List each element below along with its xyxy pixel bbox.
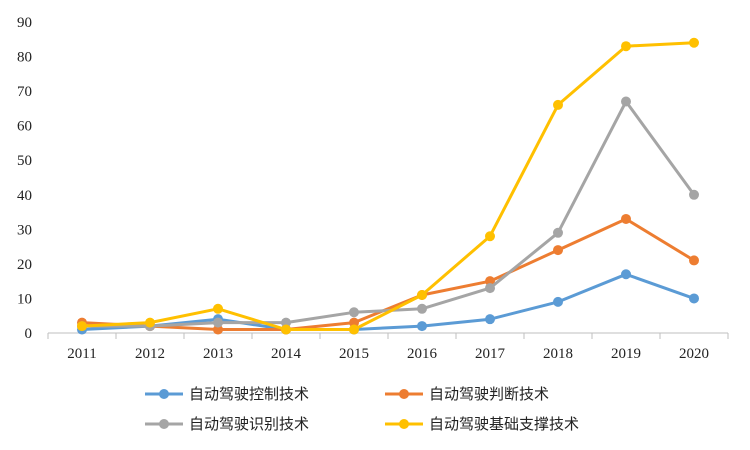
data-point — [417, 289, 427, 300]
legend-marker — [159, 389, 169, 399]
series-line — [80, 41, 696, 331]
legend-label: 自动驾驶控制技术 — [189, 385, 309, 403]
data-point — [349, 307, 359, 318]
legend-item: 自动驾驶控制技术 — [145, 385, 309, 403]
x-tick-label: 2011 — [67, 346, 96, 362]
data-point — [485, 276, 495, 287]
legend-item: 自动驾驶判断技术 — [385, 385, 549, 403]
legend-item: 自动驾驶识别技术 — [145, 415, 309, 433]
series-3 — [77, 96, 699, 332]
y-tick-label: 0 — [25, 326, 33, 342]
data-point — [553, 296, 563, 307]
data-point — [417, 321, 427, 332]
x-tick-label: 2020 — [679, 346, 709, 362]
data-point — [689, 189, 699, 200]
series-2 — [77, 213, 699, 335]
data-point — [689, 293, 699, 304]
data-point — [77, 321, 87, 332]
data-point — [553, 99, 563, 110]
y-tick-label: 70 — [17, 84, 32, 100]
x-tick-label: 2015 — [339, 346, 369, 362]
x-tick-label: 2012 — [135, 346, 165, 362]
data-point — [553, 245, 563, 256]
y-tick-label: 60 — [17, 119, 32, 135]
data-point — [281, 324, 291, 335]
y-tick-label: 40 — [17, 188, 32, 204]
data-point — [485, 283, 495, 294]
data-point — [621, 213, 631, 224]
series-line — [80, 217, 696, 331]
legend-marker — [159, 419, 169, 429]
data-point — [621, 96, 631, 107]
legend-label: 自动驾驶判断技术 — [429, 385, 549, 403]
series-4 — [77, 37, 699, 335]
data-point — [689, 37, 699, 48]
series-line — [80, 272, 696, 331]
y-tick-label: 10 — [17, 291, 32, 307]
legend-label: 自动驾驶基础支撑技术 — [429, 415, 579, 433]
data-point — [485, 314, 495, 325]
data-point — [145, 317, 155, 328]
data-point — [213, 324, 223, 335]
data-point — [621, 269, 631, 280]
y-tick-label: 20 — [17, 257, 32, 273]
legend-item: 自动驾驶基础支撑技术 — [385, 415, 579, 433]
y-tick-label: 90 — [17, 15, 32, 31]
data-point — [349, 317, 359, 328]
y-tick-label: 80 — [17, 50, 32, 66]
x-tick-label: 2017 — [475, 346, 506, 362]
data-point — [349, 324, 359, 335]
legend-marker — [399, 419, 409, 429]
legend-label: 自动驾驶识别技术 — [189, 415, 309, 433]
legend-marker — [399, 389, 409, 399]
data-point — [621, 41, 631, 52]
data-point — [281, 317, 291, 328]
data-point — [213, 303, 223, 314]
data-point — [689, 255, 699, 266]
data-point — [553, 227, 563, 238]
series-line — [80, 100, 696, 328]
y-tick-label: 30 — [17, 222, 32, 238]
x-tick-label: 2018 — [543, 346, 573, 362]
data-point — [213, 317, 223, 328]
x-tick-label: 2016 — [407, 346, 438, 362]
data-point — [417, 303, 427, 314]
x-tick-label: 2013 — [203, 346, 233, 362]
axes: 2011 2012 2013 2014 2015 2016 2017 2018 2019 2020… — [17, 15, 729, 362]
data-point — [485, 231, 495, 242]
series-layer — [77, 37, 699, 335]
y-tick-label: 50 — [17, 153, 32, 169]
x-tick-label: 2019 — [611, 346, 641, 362]
x-tick-label: 2014 — [271, 346, 302, 362]
